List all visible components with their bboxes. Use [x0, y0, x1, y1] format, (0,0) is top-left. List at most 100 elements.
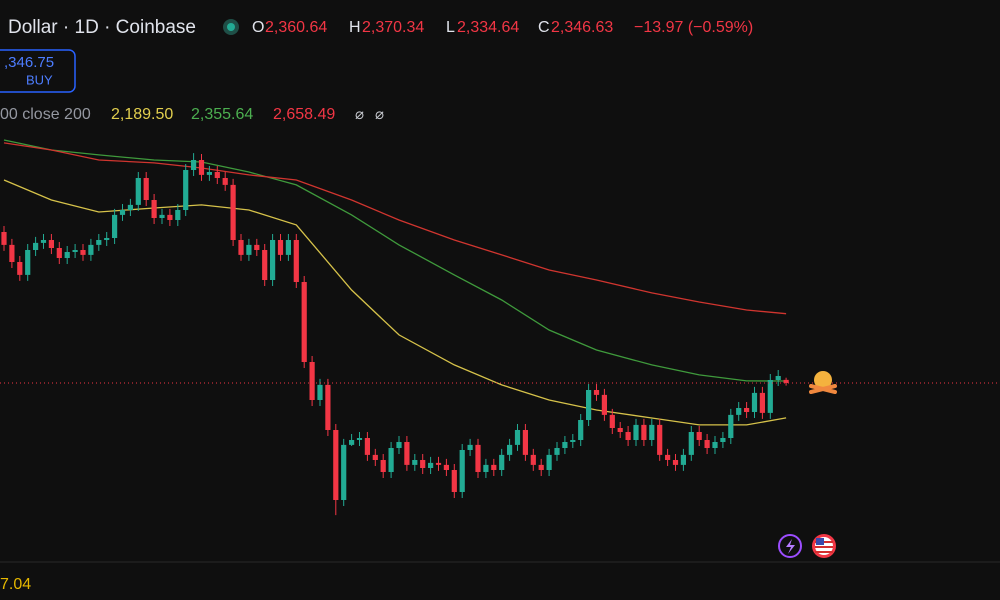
avatar-arms [809, 384, 837, 394]
candle-body [262, 250, 268, 280]
flag-stripe [815, 551, 833, 553]
candle-body [72, 250, 78, 252]
candle-body [475, 444, 481, 472]
candle-body [522, 430, 528, 455]
candle-body [151, 200, 157, 218]
candle-body [112, 214, 118, 238]
candle-body [530, 454, 536, 465]
candle-body [578, 420, 584, 440]
moving-average-line [3, 179, 787, 426]
candle-body [293, 240, 299, 282]
close-value: 2,346.63 [551, 19, 613, 36]
candle-body [554, 448, 560, 455]
candle-body [720, 438, 726, 442]
candle-body [206, 172, 212, 175]
high-key: H [349, 19, 361, 36]
candle-body [514, 430, 521, 445]
candle-body [214, 172, 220, 178]
high-value: 2,370.34 [362, 19, 424, 36]
candle-body [135, 178, 141, 205]
candle-body [325, 384, 331, 430]
indicator-symbol: ⌀ [375, 106, 384, 123]
indicator-symbol: ⌀ [355, 106, 364, 123]
candle-body [775, 376, 781, 380]
candle-body [744, 408, 750, 412]
candle-body [372, 454, 378, 460]
buy-button[interactable]: ,346.75 BUY [0, 49, 76, 93]
candle-body [396, 442, 402, 448]
candle-body [33, 242, 39, 250]
candle-body [364, 438, 370, 455]
candle-body [270, 240, 276, 280]
candle-body [625, 432, 631, 440]
buy-price[interactable]: ,346.75 [4, 54, 54, 71]
candle-body [593, 390, 600, 395]
candle-body [435, 462, 442, 465]
moving-average-line [3, 139, 787, 382]
candle-body [728, 414, 734, 438]
flag-stripe [815, 546, 833, 548]
open-value: 2,360.64 [265, 19, 327, 36]
indicator-value: 2,658.49 [273, 106, 335, 123]
candle-body [657, 424, 663, 455]
candle-body [459, 450, 465, 492]
candle-body [285, 240, 291, 255]
event-icon [778, 534, 802, 558]
indicator-value: 2,189.50 [111, 106, 173, 123]
candle-body [341, 444, 347, 500]
candle-body [56, 248, 62, 258]
open-key: O [252, 19, 264, 36]
candle-body [159, 214, 165, 218]
candle-body [96, 240, 102, 245]
plot [0, 139, 1000, 516]
candle-body [246, 244, 252, 255]
candle-body [617, 428, 623, 432]
candle-body [175, 210, 181, 220]
candle-body [751, 392, 758, 412]
candle-body [309, 362, 315, 400]
candle-body [17, 262, 23, 275]
candle-body [601, 394, 607, 415]
candle-body [491, 464, 497, 470]
candle-body [546, 454, 552, 470]
symbol-title: Dollar · 1D · Coinbase [8, 17, 196, 38]
candle-body [586, 390, 592, 420]
candle-body [25, 250, 31, 275]
indicator-legend: 00 close 200 2,189.50 2,355.64 2,658.49 … [0, 106, 384, 123]
candle-body [64, 252, 70, 258]
candle-body [380, 460, 386, 472]
candle-body [254, 244, 260, 250]
candle-body [104, 238, 110, 240]
candle-body [80, 250, 86, 255]
event-bolt [786, 539, 795, 554]
buy-box[interactable] [0, 49, 76, 93]
candle-body [759, 392, 765, 413]
candle-body [412, 460, 418, 465]
candle-body [420, 460, 426, 468]
candle-body [301, 282, 307, 362]
status-dot [227, 23, 235, 31]
close-key: C [538, 19, 550, 36]
buy-label[interactable]: BUY [26, 72, 53, 87]
candle-body [696, 432, 702, 440]
candle-body [167, 214, 173, 220]
low-key: L [446, 19, 455, 36]
candle-body [40, 240, 47, 243]
candle-body [1, 232, 7, 245]
candle-body [680, 454, 686, 465]
indicator-value: 2,355.64 [191, 106, 253, 123]
candle-body [443, 464, 449, 470]
candle-body [333, 430, 339, 500]
candle-body [222, 178, 228, 185]
candle-body [404, 442, 410, 465]
flag-canton [816, 538, 824, 545]
candle-body [499, 454, 505, 470]
candle-body [9, 244, 15, 262]
candle-body [451, 470, 457, 492]
candle-body [238, 240, 244, 255]
candle-body [767, 380, 773, 413]
icons [778, 371, 837, 558]
candle-body [317, 384, 323, 400]
candle-body [649, 424, 655, 440]
